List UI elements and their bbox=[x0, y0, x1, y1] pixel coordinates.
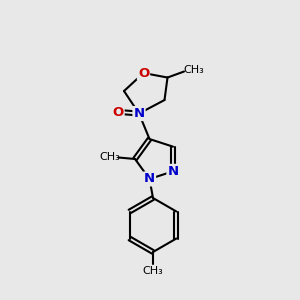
Text: CH₃: CH₃ bbox=[183, 65, 204, 75]
Text: N: N bbox=[134, 107, 145, 120]
Text: CH₃: CH₃ bbox=[99, 152, 120, 163]
Text: CH₃: CH₃ bbox=[142, 266, 164, 277]
Text: N: N bbox=[144, 172, 155, 185]
Text: N: N bbox=[167, 165, 178, 178]
Text: O: O bbox=[138, 67, 149, 80]
Text: O: O bbox=[112, 106, 124, 118]
